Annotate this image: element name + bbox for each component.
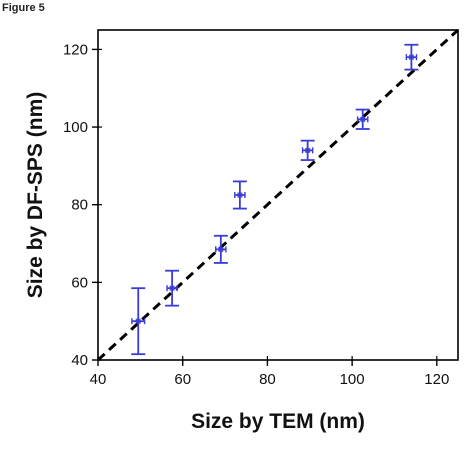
point-marker xyxy=(408,54,414,60)
y-tick-label: 60 xyxy=(71,274,88,291)
reference-line xyxy=(96,28,460,362)
point-marker xyxy=(135,318,141,324)
figure-label: Figure 5 xyxy=(2,2,45,14)
data-point xyxy=(404,43,419,71)
y-axis-title: Size by DF-SPS (nm) xyxy=(24,92,47,299)
x-tick-label: 80 xyxy=(259,371,276,388)
data-point xyxy=(232,180,247,210)
point-marker xyxy=(169,285,175,291)
y-tick-label: 120 xyxy=(63,41,88,58)
data-point xyxy=(165,269,180,307)
data-point xyxy=(213,234,228,264)
x-axis-title: Size by TEM (nm) xyxy=(191,410,365,433)
point-marker xyxy=(218,246,224,252)
x-tick-label: 60 xyxy=(174,371,191,388)
data-point xyxy=(355,108,370,130)
x-tick-label: 40 xyxy=(90,371,107,388)
point-marker xyxy=(360,116,366,122)
x-tick-label: 120 xyxy=(424,371,449,388)
data-point xyxy=(300,139,315,161)
y-tick-label: 100 xyxy=(63,119,88,136)
point-marker xyxy=(237,192,243,198)
y-tick-label: 40 xyxy=(71,352,88,369)
y-tick-label: 80 xyxy=(71,197,88,214)
point-marker xyxy=(305,147,311,153)
data-point xyxy=(131,287,146,356)
x-tick-label: 100 xyxy=(340,371,365,388)
plot-frame xyxy=(97,29,459,361)
